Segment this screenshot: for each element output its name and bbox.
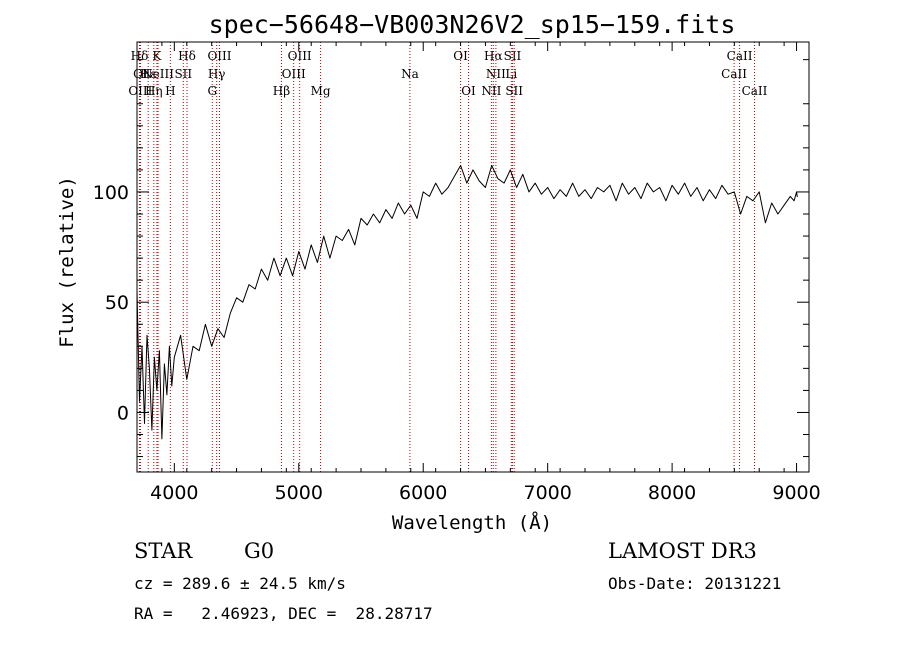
spectral-line-label: OI [461,84,476,98]
redshift-velocity: cz = 289.6 ± 24.5 km/s [134,574,346,593]
spectral-line-label: Hβ [273,84,290,98]
x-tick-label: 9000 [772,482,820,504]
spectral-line-label: OIII [207,49,231,63]
spectral-line-label: NII [481,84,501,98]
spectral-line-label: OIII [282,67,306,81]
spectral-line-label: Hγ [208,67,226,81]
spectral-line-label: CaII [727,49,753,63]
x-tick-label: 6000 [399,482,447,504]
spectral-line-label: G [207,84,217,98]
y-tick-label: 0 [117,402,129,424]
spectral-line-label: SII [505,84,523,98]
spectral-line-label: SII [504,49,522,63]
spectral-line-label: Na [401,67,419,81]
chart-title: spec−56648−VB003N26V2_sp15−159.fits [209,10,736,39]
spectral-line-label: CaII [721,67,747,81]
spectral-line-label: Mg [311,84,331,98]
series-layer [136,165,798,440]
x-axis-label: Wavelength (Å) [392,511,552,534]
y-tick-label: 100 [93,182,129,204]
spectral-line-label: Hδ [131,49,149,63]
spectrum-series-line [136,165,798,440]
x-tick-label: 4000 [150,482,198,504]
survey-name: LAMOST DR3 [608,539,757,563]
spectral-line-label: OI [453,49,468,63]
spectral-line-label: Hα [484,49,503,63]
spectral-line-label: Hε [140,67,157,81]
axis-ticks: 4000 5000 6000 7000 8000 9000 0 50 100 [93,42,821,504]
spectral-line-label: OIII [288,49,312,63]
spectral-line-label: SII [174,67,192,81]
observation-date: Obs-Date: 20131221 [608,574,782,593]
spectral-line-label: H [165,84,175,98]
spectral-line-label: NeIII [142,67,174,81]
spectral-line-label: CaII [742,84,768,98]
x-tick-label: 8000 [648,482,696,504]
y-axis-label: Flux (relative) [56,176,78,348]
object-class: STAR [134,539,193,563]
x-tick-label: 5000 [275,482,323,504]
sky-coordinates: RA = 2.46923, DEC = 28.28717 [134,604,433,623]
spectral-line-label: Hη [145,84,163,98]
object-subclass: G0 [244,539,275,563]
plot-frame [136,41,810,473]
spectral-line-label: K [152,49,162,63]
y-tick-label: 50 [105,292,129,314]
spectral-line-label: NII [486,67,506,81]
spectral-line-label: OIII [128,84,152,98]
x-tick-label: 7000 [523,482,571,504]
spectral-line-label: Li [505,67,517,81]
spectral-line-label: Hδ [178,49,196,63]
